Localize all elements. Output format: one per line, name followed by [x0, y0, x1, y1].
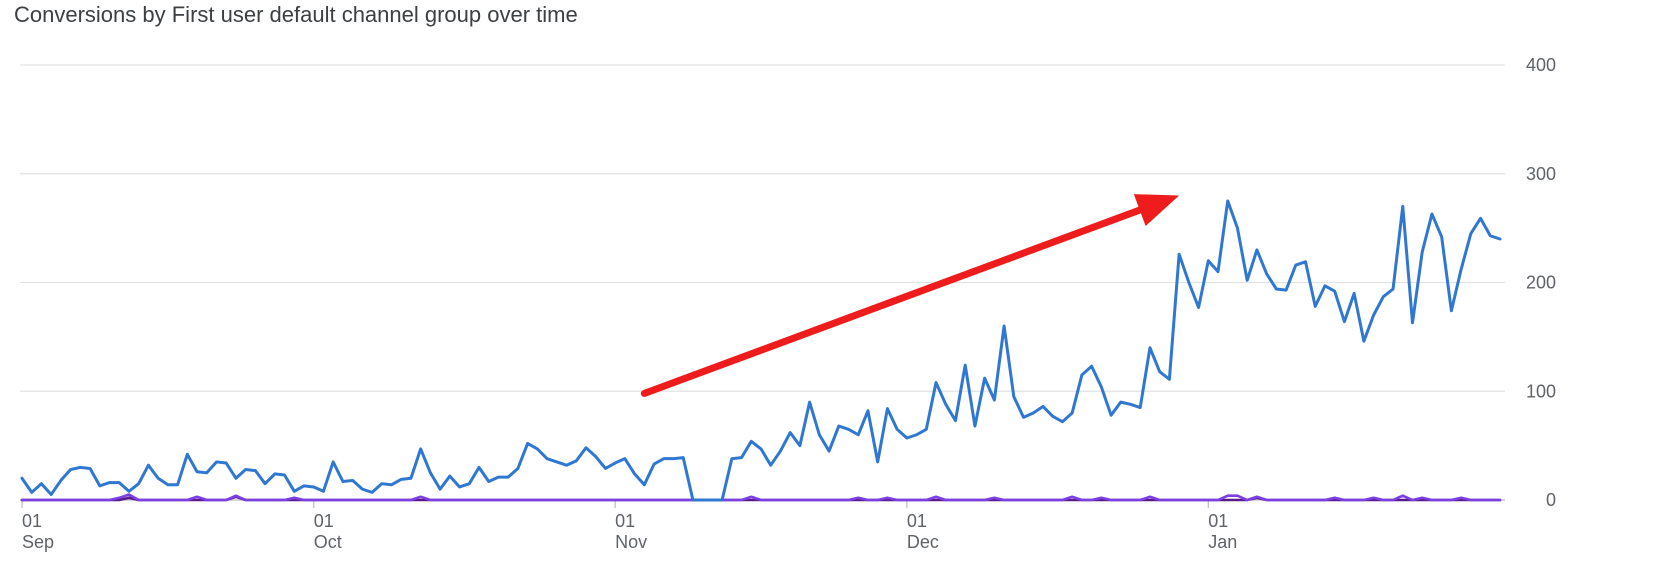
series-line-1: [20, 199, 1502, 502]
y-tick-label: 100: [1526, 381, 1556, 401]
x-tick-day: 01: [907, 511, 927, 531]
annotations: [640, 194, 1180, 397]
x-tick-month: Sep: [22, 532, 54, 552]
y-tick-label: 200: [1526, 273, 1556, 293]
chart-title: Conversions by First user default channe…: [14, 2, 578, 27]
series-lines: [20, 199, 1502, 502]
series-line-2: [20, 493, 1502, 502]
x-tick-day: 01: [615, 511, 635, 531]
x-tick-day: 01: [314, 511, 334, 531]
trend-arrow-head: [1133, 194, 1180, 227]
x-tick-month: Jan: [1208, 532, 1237, 552]
x-tick-month: Oct: [314, 532, 342, 552]
y-tick-label: 0: [1546, 490, 1556, 510]
x-tick-day: 01: [22, 511, 42, 531]
y-axis: 0 100 200 300 400: [1526, 55, 1556, 510]
y-tick-label: 300: [1526, 164, 1556, 184]
y-tick-label: 400: [1526, 55, 1556, 75]
x-tick-month: Nov: [615, 532, 647, 552]
x-tick-month: Dec: [907, 532, 939, 552]
x-tick-day: 01: [1208, 511, 1228, 531]
trend-arrow-shaft: [640, 206, 1144, 397]
gridlines: [20, 64, 1505, 501]
